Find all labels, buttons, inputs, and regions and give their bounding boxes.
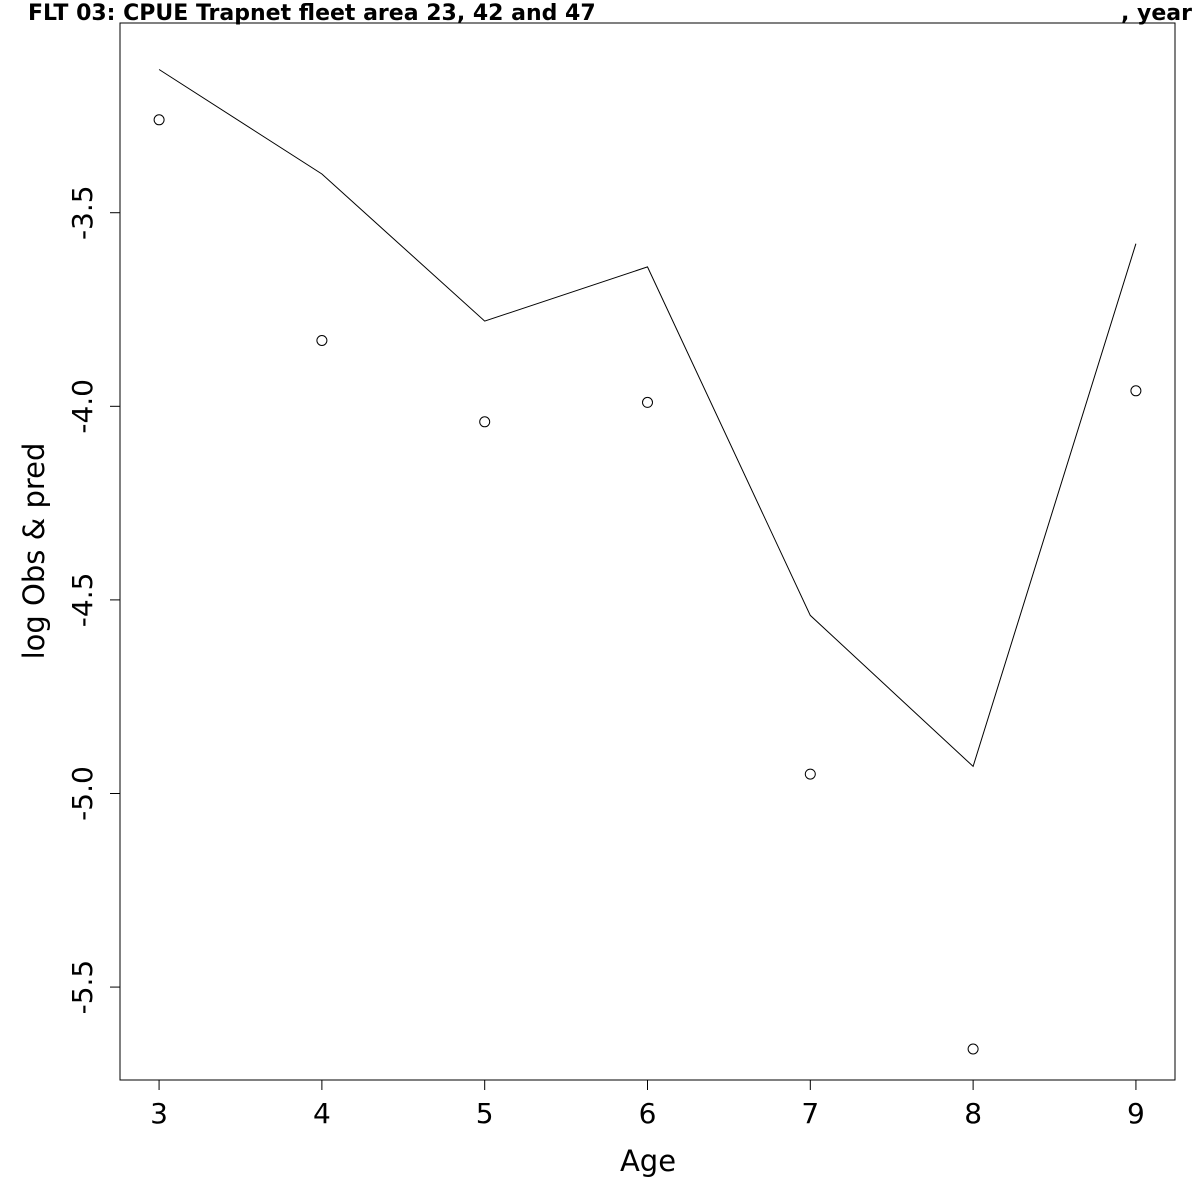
observed-point-6: [1130, 385, 1142, 397]
y-tick-label-3: -5.0: [66, 766, 99, 821]
x-tick-label-1: 4: [313, 1097, 331, 1130]
predicted-line: [158, 69, 1137, 768]
observed-point-3: [642, 396, 653, 408]
y-axis-label: log Obs & pred: [17, 443, 51, 660]
observed-point-4: [804, 768, 816, 780]
x-tick-label-6: 9: [1127, 1097, 1145, 1130]
observed-point-1: [316, 335, 328, 346]
chart-title-suffix: , year: [1121, 1, 1192, 26]
series-layer: [153, 69, 1142, 1055]
x-tick-label-3: 6: [639, 1097, 657, 1130]
x-axis-label: Age: [620, 1144, 676, 1178]
chart-title: FLT 03: CPUE Trapnet fleet area 23, 42 a…: [28, 1, 596, 26]
x-axis: 3 4 5 6 7 8 9: [150, 1080, 1145, 1130]
observed-point-2: [479, 416, 491, 428]
y-tick-label-2: -4.5: [66, 573, 99, 628]
x-tick-label-2: 5: [476, 1097, 494, 1130]
observed-point-0: [153, 114, 165, 126]
y-tick-label-1: -4.0: [66, 379, 99, 434]
x-tick-label-5: 8: [964, 1097, 982, 1130]
plot-frame: [119, 22, 1176, 1081]
y-axis: -3.5 -4.0 -4.5 -5.0 -5.5: [66, 185, 120, 1014]
x-tick-label-4: 7: [801, 1097, 819, 1130]
observed-point-5: [967, 1043, 979, 1055]
x-tick-label-0: 3: [150, 1097, 168, 1130]
y-tick-label-4: -5.5: [66, 960, 99, 1015]
y-tick-label-0: -3.5: [66, 185, 99, 240]
